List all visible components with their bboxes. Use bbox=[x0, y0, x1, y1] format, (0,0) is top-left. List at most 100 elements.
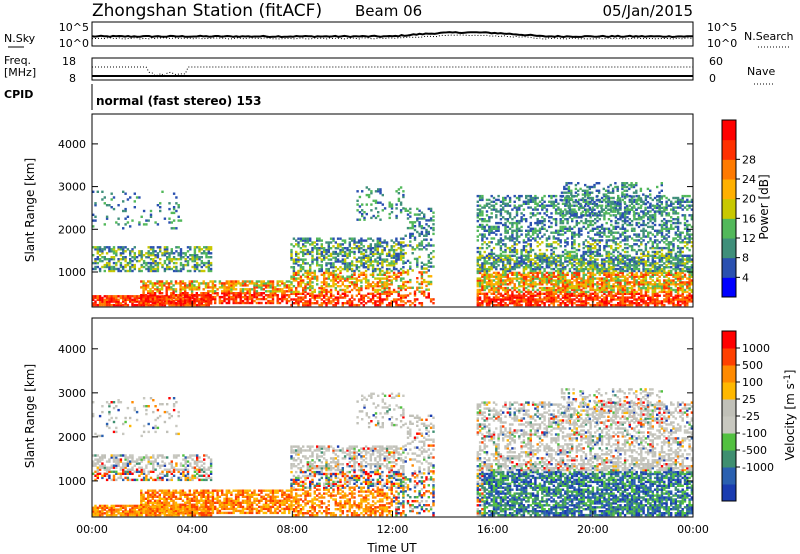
data-cell bbox=[483, 256, 486, 259]
data-cell bbox=[105, 298, 109, 301]
data-cell bbox=[369, 262, 372, 265]
noise-right-label: N.Search bbox=[744, 30, 794, 43]
data-cell bbox=[304, 300, 307, 303]
data-cell bbox=[663, 294, 666, 297]
data-cell bbox=[488, 302, 491, 305]
data-cell bbox=[665, 281, 668, 284]
data-cell bbox=[536, 283, 539, 286]
data-cell bbox=[656, 285, 659, 288]
data-cell bbox=[179, 297, 182, 301]
data-cell bbox=[383, 290, 386, 294]
data-cell bbox=[367, 285, 370, 288]
data-cell bbox=[561, 275, 565, 278]
data-cell bbox=[561, 262, 565, 265]
data-cell bbox=[515, 210, 519, 213]
data-cell bbox=[686, 269, 689, 273]
beam-label: Beam 06 bbox=[355, 2, 422, 20]
data-cell bbox=[554, 223, 558, 227]
data-cell bbox=[582, 279, 585, 282]
data-cell bbox=[617, 283, 620, 286]
data-cell bbox=[686, 260, 689, 263]
data-cell bbox=[420, 226, 424, 230]
data-cell bbox=[633, 294, 636, 297]
data-cell bbox=[230, 288, 233, 291]
data-cell bbox=[309, 269, 312, 273]
data-cell bbox=[383, 283, 386, 286]
data-cell bbox=[156, 252, 160, 255]
data-cell bbox=[94, 302, 97, 305]
data-cell bbox=[285, 301, 289, 305]
data-cell bbox=[513, 277, 516, 280]
data-cell bbox=[548, 279, 551, 282]
data-cell bbox=[323, 256, 326, 259]
data-cell bbox=[159, 261, 162, 265]
data-cell bbox=[191, 296, 194, 300]
data-cell bbox=[506, 273, 509, 276]
data-cell bbox=[557, 231, 560, 234]
data-cell bbox=[343, 285, 347, 288]
data-cell bbox=[151, 299, 154, 303]
data-cell bbox=[381, 283, 384, 286]
data-cell bbox=[411, 246, 414, 249]
data-cell bbox=[628, 262, 631, 265]
data-cell bbox=[676, 273, 680, 276]
data-cell bbox=[425, 219, 428, 222]
data-cell bbox=[297, 273, 300, 276]
data-cell bbox=[617, 285, 620, 288]
data-cell bbox=[541, 202, 544, 205]
data-cell bbox=[290, 298, 293, 301]
data-cell bbox=[126, 269, 130, 273]
data-cell bbox=[607, 264, 611, 267]
data-cell bbox=[184, 292, 187, 295]
data-cell bbox=[327, 283, 330, 286]
data-cell bbox=[554, 229, 558, 232]
data-cell bbox=[658, 254, 661, 257]
data-cell bbox=[548, 303, 551, 307]
data-cell bbox=[577, 221, 581, 225]
data-cell bbox=[124, 258, 127, 261]
data-cell bbox=[160, 288, 164, 291]
data-cell bbox=[612, 271, 615, 275]
data-cell bbox=[502, 269, 505, 273]
data-cell bbox=[432, 265, 435, 268]
data-cell bbox=[647, 271, 650, 275]
data-cell bbox=[103, 302, 106, 305]
data-cell bbox=[637, 298, 641, 301]
data-cell bbox=[309, 281, 312, 284]
data-cell bbox=[644, 281, 648, 284]
data-cell bbox=[399, 267, 403, 271]
data-cell bbox=[119, 252, 123, 255]
data-cell bbox=[587, 194, 590, 198]
data-cell bbox=[607, 290, 611, 294]
data-cell bbox=[525, 303, 528, 307]
data-cell bbox=[390, 283, 393, 286]
data-cell bbox=[190, 288, 194, 291]
data-cell bbox=[320, 245, 323, 248]
data-cell bbox=[665, 296, 668, 299]
data-cell bbox=[617, 286, 620, 290]
data-cell bbox=[290, 258, 293, 261]
data-cell bbox=[316, 248, 319, 252]
data-cell bbox=[485, 214, 489, 217]
data-cell bbox=[653, 254, 657, 257]
data-cell bbox=[656, 269, 659, 273]
data-cell bbox=[432, 211, 435, 214]
data-cell bbox=[309, 264, 312, 267]
data-cell bbox=[628, 292, 631, 295]
data-cell bbox=[392, 266, 396, 269]
data-cell bbox=[290, 288, 293, 292]
data-cell bbox=[237, 292, 240, 295]
data-cell bbox=[355, 260, 358, 263]
data-cell bbox=[649, 296, 652, 299]
data-cell bbox=[605, 275, 608, 278]
data-cell bbox=[538, 279, 542, 282]
data-cell bbox=[122, 258, 125, 261]
data-cell bbox=[577, 285, 581, 288]
data-cell bbox=[196, 258, 199, 261]
data-cell bbox=[267, 286, 270, 289]
data-cell bbox=[538, 300, 542, 303]
data-cell bbox=[686, 258, 689, 261]
data-cell bbox=[545, 294, 549, 297]
data-cell bbox=[360, 250, 363, 254]
data-cell bbox=[637, 288, 641, 292]
